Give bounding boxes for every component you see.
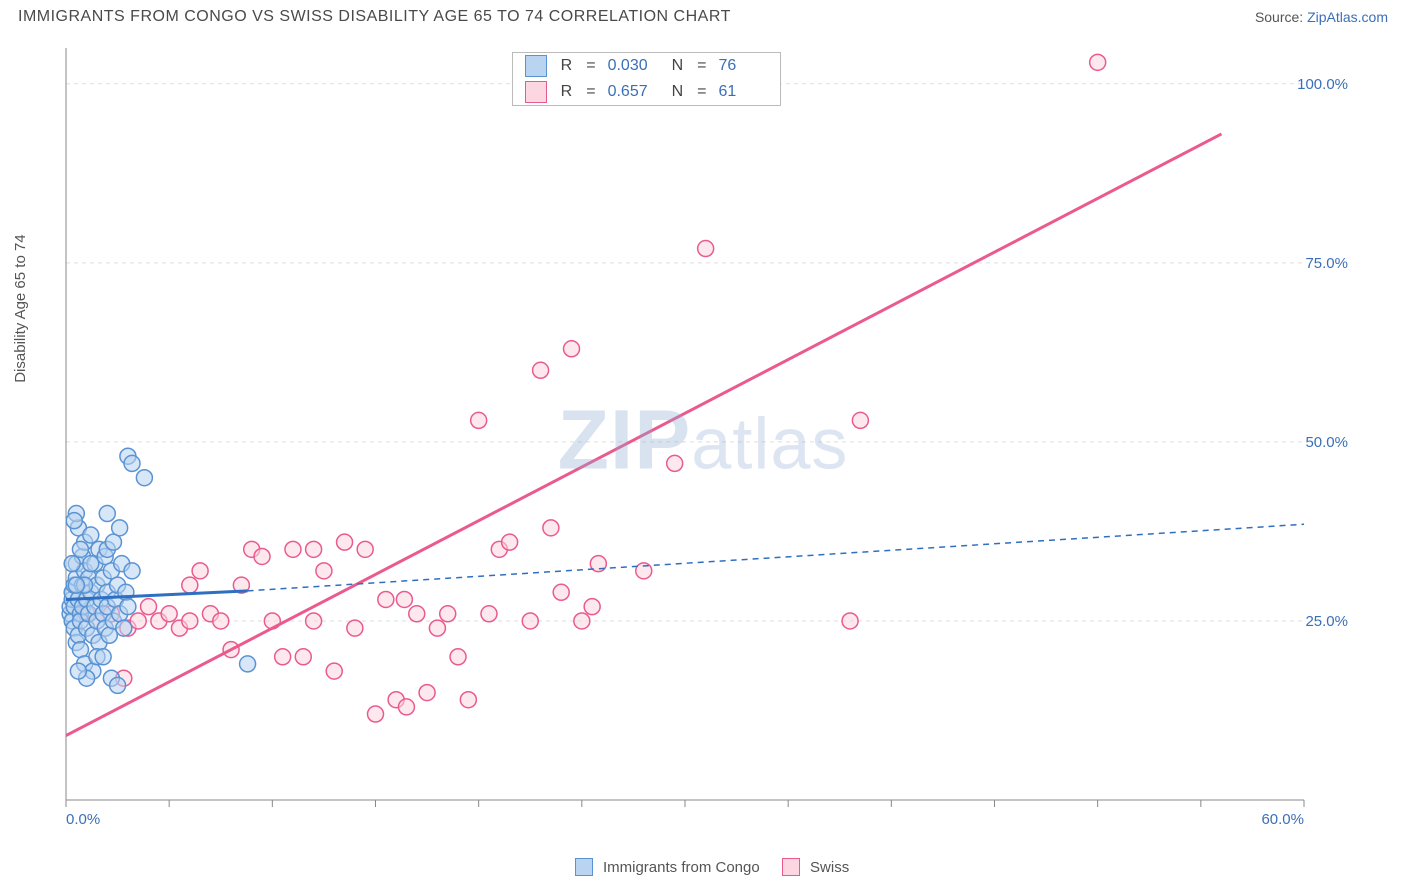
blue-swatch-icon	[575, 858, 593, 876]
eq-label: =	[697, 83, 706, 101]
blue-r-value: 0.030	[608, 57, 658, 75]
n-label: N	[672, 57, 684, 75]
stats-row-blue: R = 0.030 N = 76	[513, 53, 781, 79]
stats-legend-box: R = 0.030 N = 76 R = 0.657 N = 61	[512, 52, 782, 106]
chart-container: Disability Age 65 to 74 ZIPatlas 0.0%60.…	[18, 40, 1388, 874]
chart-title: IMMIGRANTS FROM CONGO VS SWISS DISABILIT…	[18, 8, 731, 26]
blue-swatch-icon	[525, 55, 547, 77]
legend-pink-label: Swiss	[810, 859, 849, 876]
pink-n-value: 61	[718, 83, 768, 101]
blue-n-value: 76	[718, 57, 768, 75]
pink-r-value: 0.657	[608, 83, 658, 101]
source-label: Source:	[1255, 9, 1307, 25]
r-label: R	[561, 83, 573, 101]
svg-text:100.0%: 100.0%	[1297, 76, 1348, 93]
svg-text:50.0%: 50.0%	[1305, 434, 1348, 451]
svg-text:0.0%: 0.0%	[66, 811, 100, 828]
chart-source: Source: ZipAtlas.com	[1255, 9, 1388, 25]
svg-text:25.0%: 25.0%	[1305, 613, 1348, 630]
svg-text:75.0%: 75.0%	[1305, 255, 1348, 272]
legend-blue-label: Immigrants from Congo	[603, 859, 760, 876]
source-link[interactable]: ZipAtlas.com	[1307, 9, 1388, 25]
y-axis-label: Disability Age 65 to 74	[12, 234, 29, 382]
stats-row-pink: R = 0.657 N = 61	[513, 79, 781, 105]
eq-label: =	[697, 57, 706, 75]
pink-swatch-icon	[525, 81, 547, 103]
r-label: R	[561, 57, 573, 75]
n-label: N	[672, 83, 684, 101]
svg-text:60.0%: 60.0%	[1261, 811, 1304, 828]
pink-swatch-icon	[782, 858, 800, 876]
eq-label: =	[586, 83, 595, 101]
scatter-chart: 0.0% 60.0% 25.0% 50.0% 75.0% 100.0%	[18, 40, 1348, 830]
eq-label: =	[586, 57, 595, 75]
legend-bottom: Immigrants from Congo Swiss	[18, 858, 1388, 876]
